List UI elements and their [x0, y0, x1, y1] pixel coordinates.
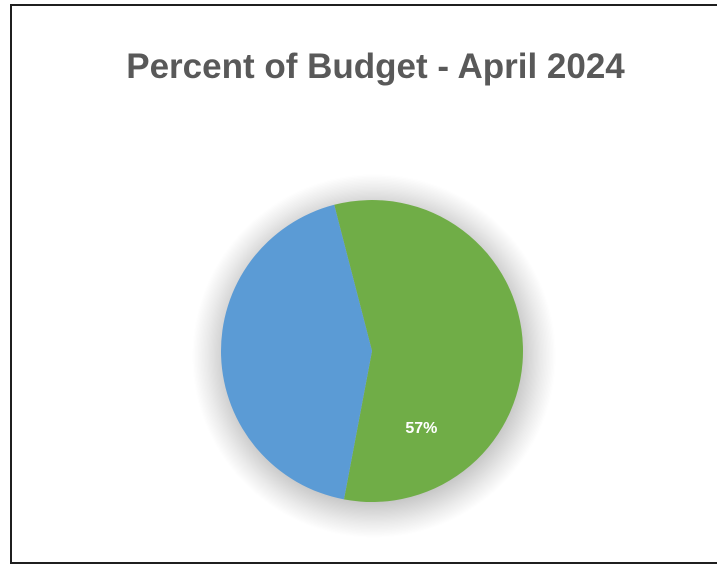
pie-slice-1 — [220, 204, 372, 500]
slice-label-0: 57% — [405, 420, 437, 437]
pie-slice-0 — [334, 200, 523, 502]
pie-slices — [220, 200, 523, 502]
pie-labels: 57% — [405, 420, 437, 437]
chart-title: Percent of Budget - April 2024 — [126, 47, 625, 86]
